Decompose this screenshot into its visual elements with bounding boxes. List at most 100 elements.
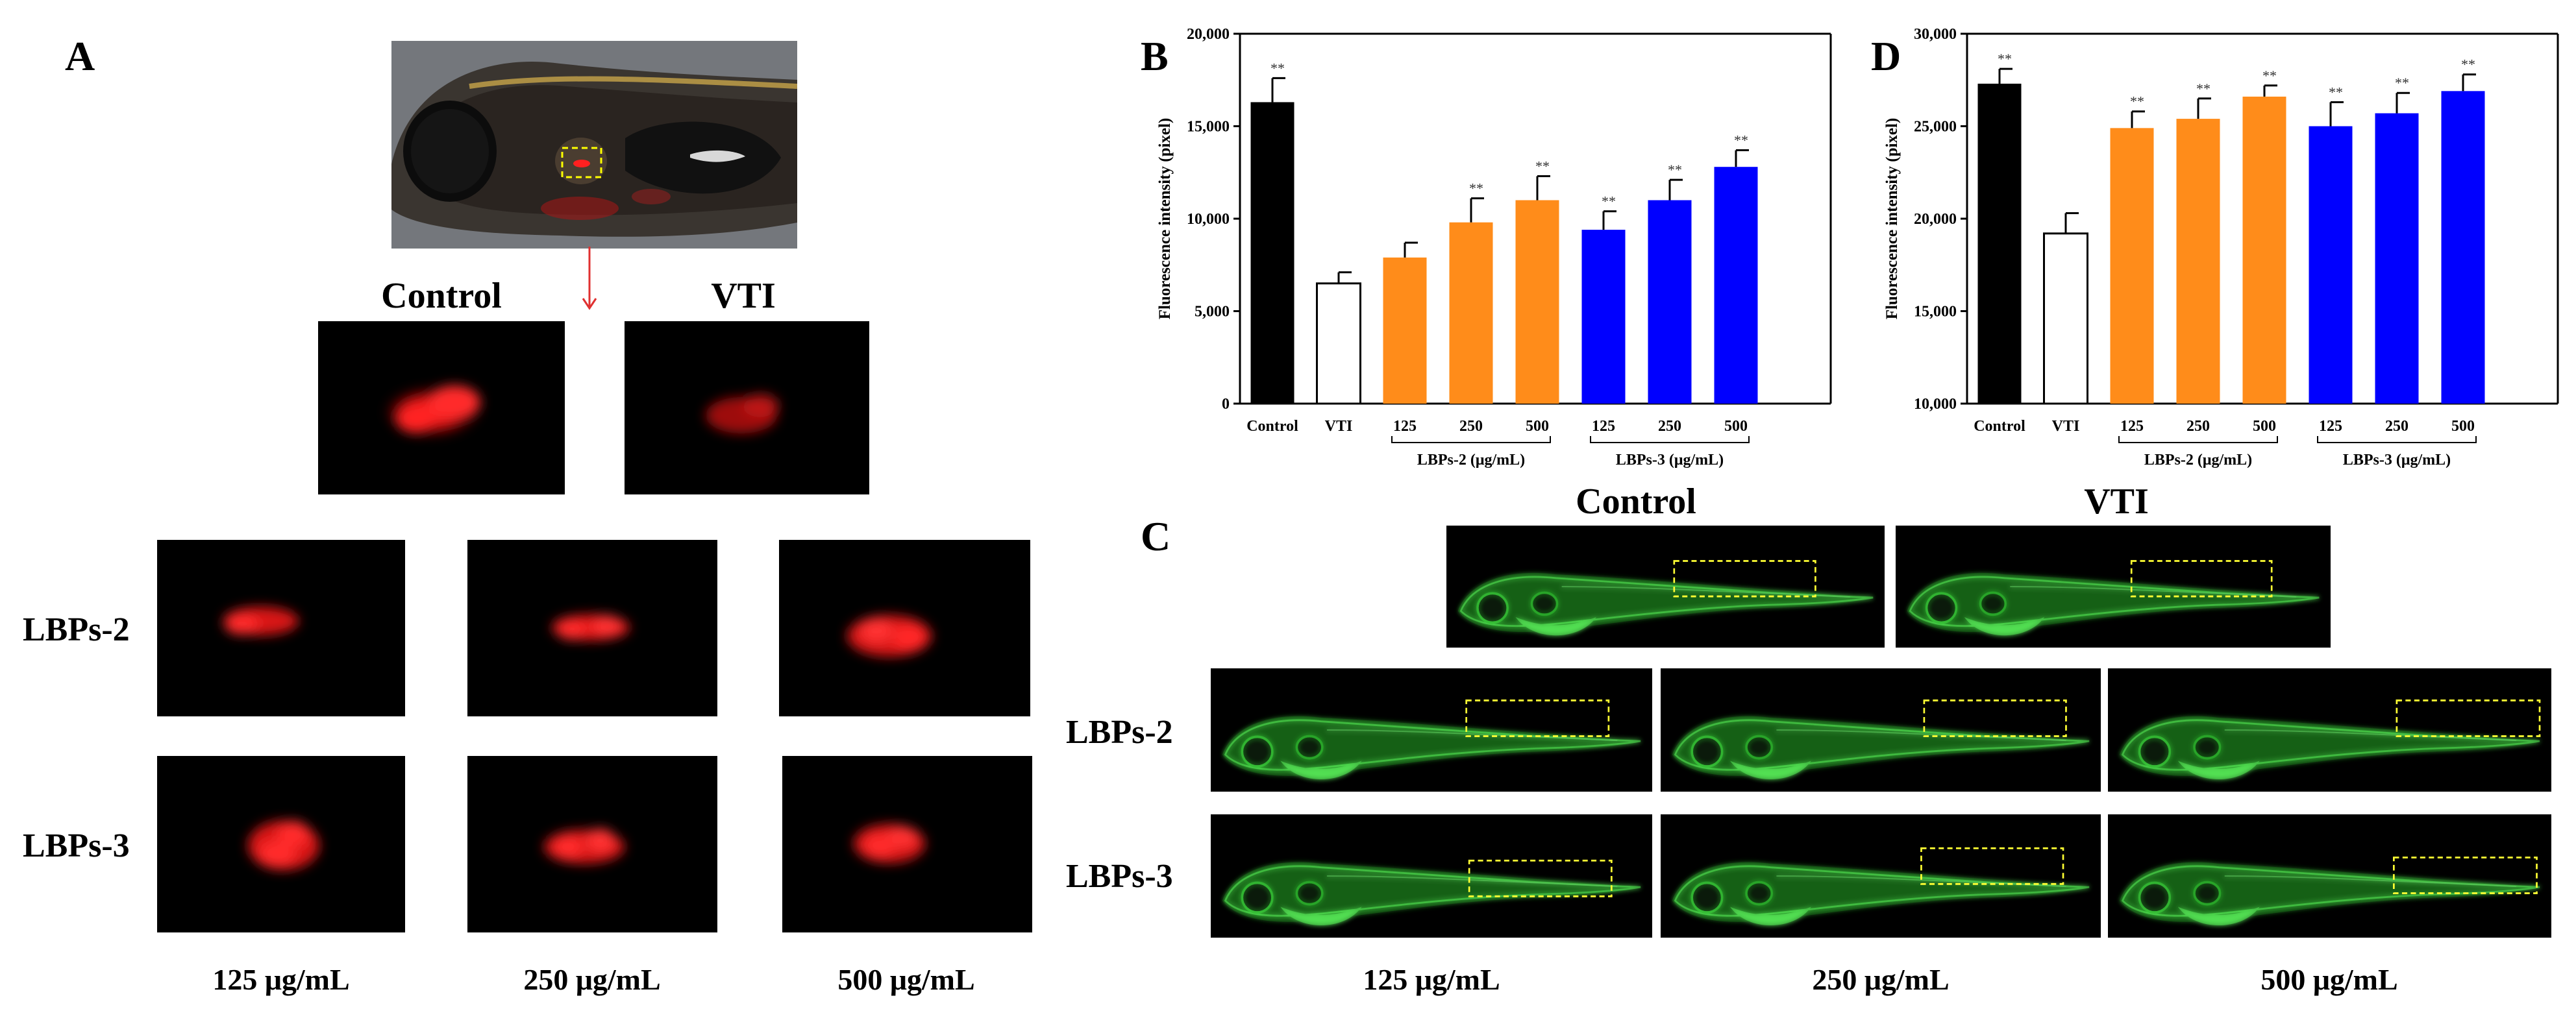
significance-mark: ** [2262,67,2277,84]
significance-mark: ** [2461,56,2475,73]
x-tick-label: 125 [1592,418,1615,435]
group-bracket [2317,436,2477,443]
x-tick-label: VTI [2052,418,2080,435]
bar [2110,128,2154,404]
y-tick-label: 5,000 [1195,304,1230,321]
x-tick-label: VTI [1325,418,1353,435]
micro-a-vti [625,321,869,494]
micro-c-lbps3-500 [2108,814,2551,938]
panel-c-col-vti: VTI [2084,481,2149,522]
bar [1383,257,1427,404]
panel-a-col-control: Control [381,276,502,316]
panel-a-col-vti: VTI [711,276,776,316]
group-bracket [1391,436,1551,443]
micro-a-lbps2-250 [467,540,717,716]
x-tick-label: 250 [2186,418,2210,435]
group-label: LBPs-2 (μg/mL) [2144,452,2252,468]
panel-c-conc-500: 500 μg/mL [2260,963,2398,996]
bar [1977,83,2022,404]
chart-d: 10,000 15,000 20,000 25,000 30,000 Fluorescen… [1883,19,2571,487]
significance-mark: ** [1602,193,1616,210]
micro-c-lbps2-125 [1211,668,1652,792]
significance-mark: ** [1668,162,1682,178]
bar [1250,102,1294,404]
x-tick-label: 125 [2319,418,2342,435]
micro-a-lbps2-500 [779,540,1030,716]
micro-c-vti [1896,526,2331,648]
group-bracket [1590,436,1750,443]
significance-mark: ** [1734,132,1748,149]
significance-mark: ** [1469,180,1483,197]
group-bracket [2118,436,2278,443]
bar [1316,282,1361,405]
x-tick-label: 500 [2451,418,2475,435]
panel-a-conc-250: 250 μg/mL [523,963,661,996]
zebrafish-brightfield-image [391,41,797,249]
y-axis-label: Fluorescence intensity (pixel) [1883,118,1901,320]
significance-mark: ** [2395,75,2409,91]
y-tick-label: 25,000 [1914,119,1957,136]
bar [1714,167,1758,404]
group-label: LBPs-3 (μg/mL) [2343,452,2451,468]
x-tick-label: Control [1974,418,2025,435]
bar [2043,232,2088,405]
panel-a-letter: A [65,33,95,79]
x-tick-label: 125 [2120,418,2144,435]
x-tick-label: 500 [1724,418,1748,435]
panel-c-row-lbps3: LBPs-3 [1066,858,1173,895]
significance-mark: ** [1535,158,1550,174]
y-tick-label: 15,000 [1187,119,1230,136]
x-tick-label: Control [1246,418,1298,435]
panel-a-row-lbps2: LBPs-2 [23,611,130,648]
bar [2242,96,2286,404]
x-tick-label: 500 [2253,418,2276,435]
significance-mark: ** [1998,51,2012,67]
y-tick-label: 10,000 [1187,211,1230,228]
micro-a-control [318,321,565,494]
y-axis-label: Fluorescence intensity (pixel) [1156,118,1174,320]
x-tick-label: 250 [1459,418,1483,435]
micro-c-control [1446,526,1885,648]
group-label: LBPs-3 (μg/mL) [1616,452,1724,468]
significance-mark: ** [2196,80,2211,97]
chart-D-svg: 10,000 15,000 20,000 25,000 30,000 Fluorescen… [1883,26,2559,468]
bar [1581,230,1626,404]
bar [2375,113,2419,404]
panel-d-letter: D [1871,33,1901,79]
y-tick-label: 10,000 [1914,396,1957,413]
bar [2176,119,2220,404]
micro-a-lbps3-500 [782,756,1032,932]
panel-a-conc-500: 500 μg/mL [837,963,975,996]
bar [2309,126,2353,404]
x-tick-label: 500 [1526,418,1549,435]
bar [1449,222,1493,404]
panel-c-letter: C [1141,513,1171,559]
panel-a-row-lbps3: LBPs-3 [23,827,130,864]
bar [1515,200,1559,404]
chart-b: 0 5,000 10,000 15,000 20,000 Fluorescence int… [1156,19,1863,487]
bar [1648,200,1692,404]
y-tick-label: 0 [1222,396,1230,413]
panel-c-conc-125: 125 μg/mL [1363,963,1500,996]
bar [2441,91,2485,404]
significance-mark: ** [2130,93,2144,110]
panel-a-conc-125: 125 μg/mL [212,963,350,996]
micro-c-lbps2-250 [1661,668,2101,792]
zoom-arrow [582,247,597,310]
significance-mark: ** [2329,84,2343,100]
x-tick-label: 250 [2385,418,2409,435]
panel-c-conc-250: 250 μg/mL [1812,963,1950,996]
x-tick-label: 125 [1393,418,1417,435]
micro-a-lbps3-250 [467,756,717,932]
y-tick-label: 15,000 [1914,304,1957,321]
panel-c-row-lbps2: LBPs-2 [1066,714,1173,751]
panel-c-col-control: Control [1576,481,1696,522]
panel-b-letter: B [1141,33,1169,79]
micro-a-lbps2-125 [157,540,405,716]
chart-B-svg: 0 5,000 10,000 15,000 20,000 Fluorescence int… [1156,26,1832,468]
micro-a-lbps3-125 [157,756,405,932]
group-label: LBPs-2 (μg/mL) [1417,452,1525,468]
significance-mark: ** [1270,60,1285,76]
x-tick-label: 250 [1658,418,1681,435]
y-tick-label: 20,000 [1187,26,1230,43]
